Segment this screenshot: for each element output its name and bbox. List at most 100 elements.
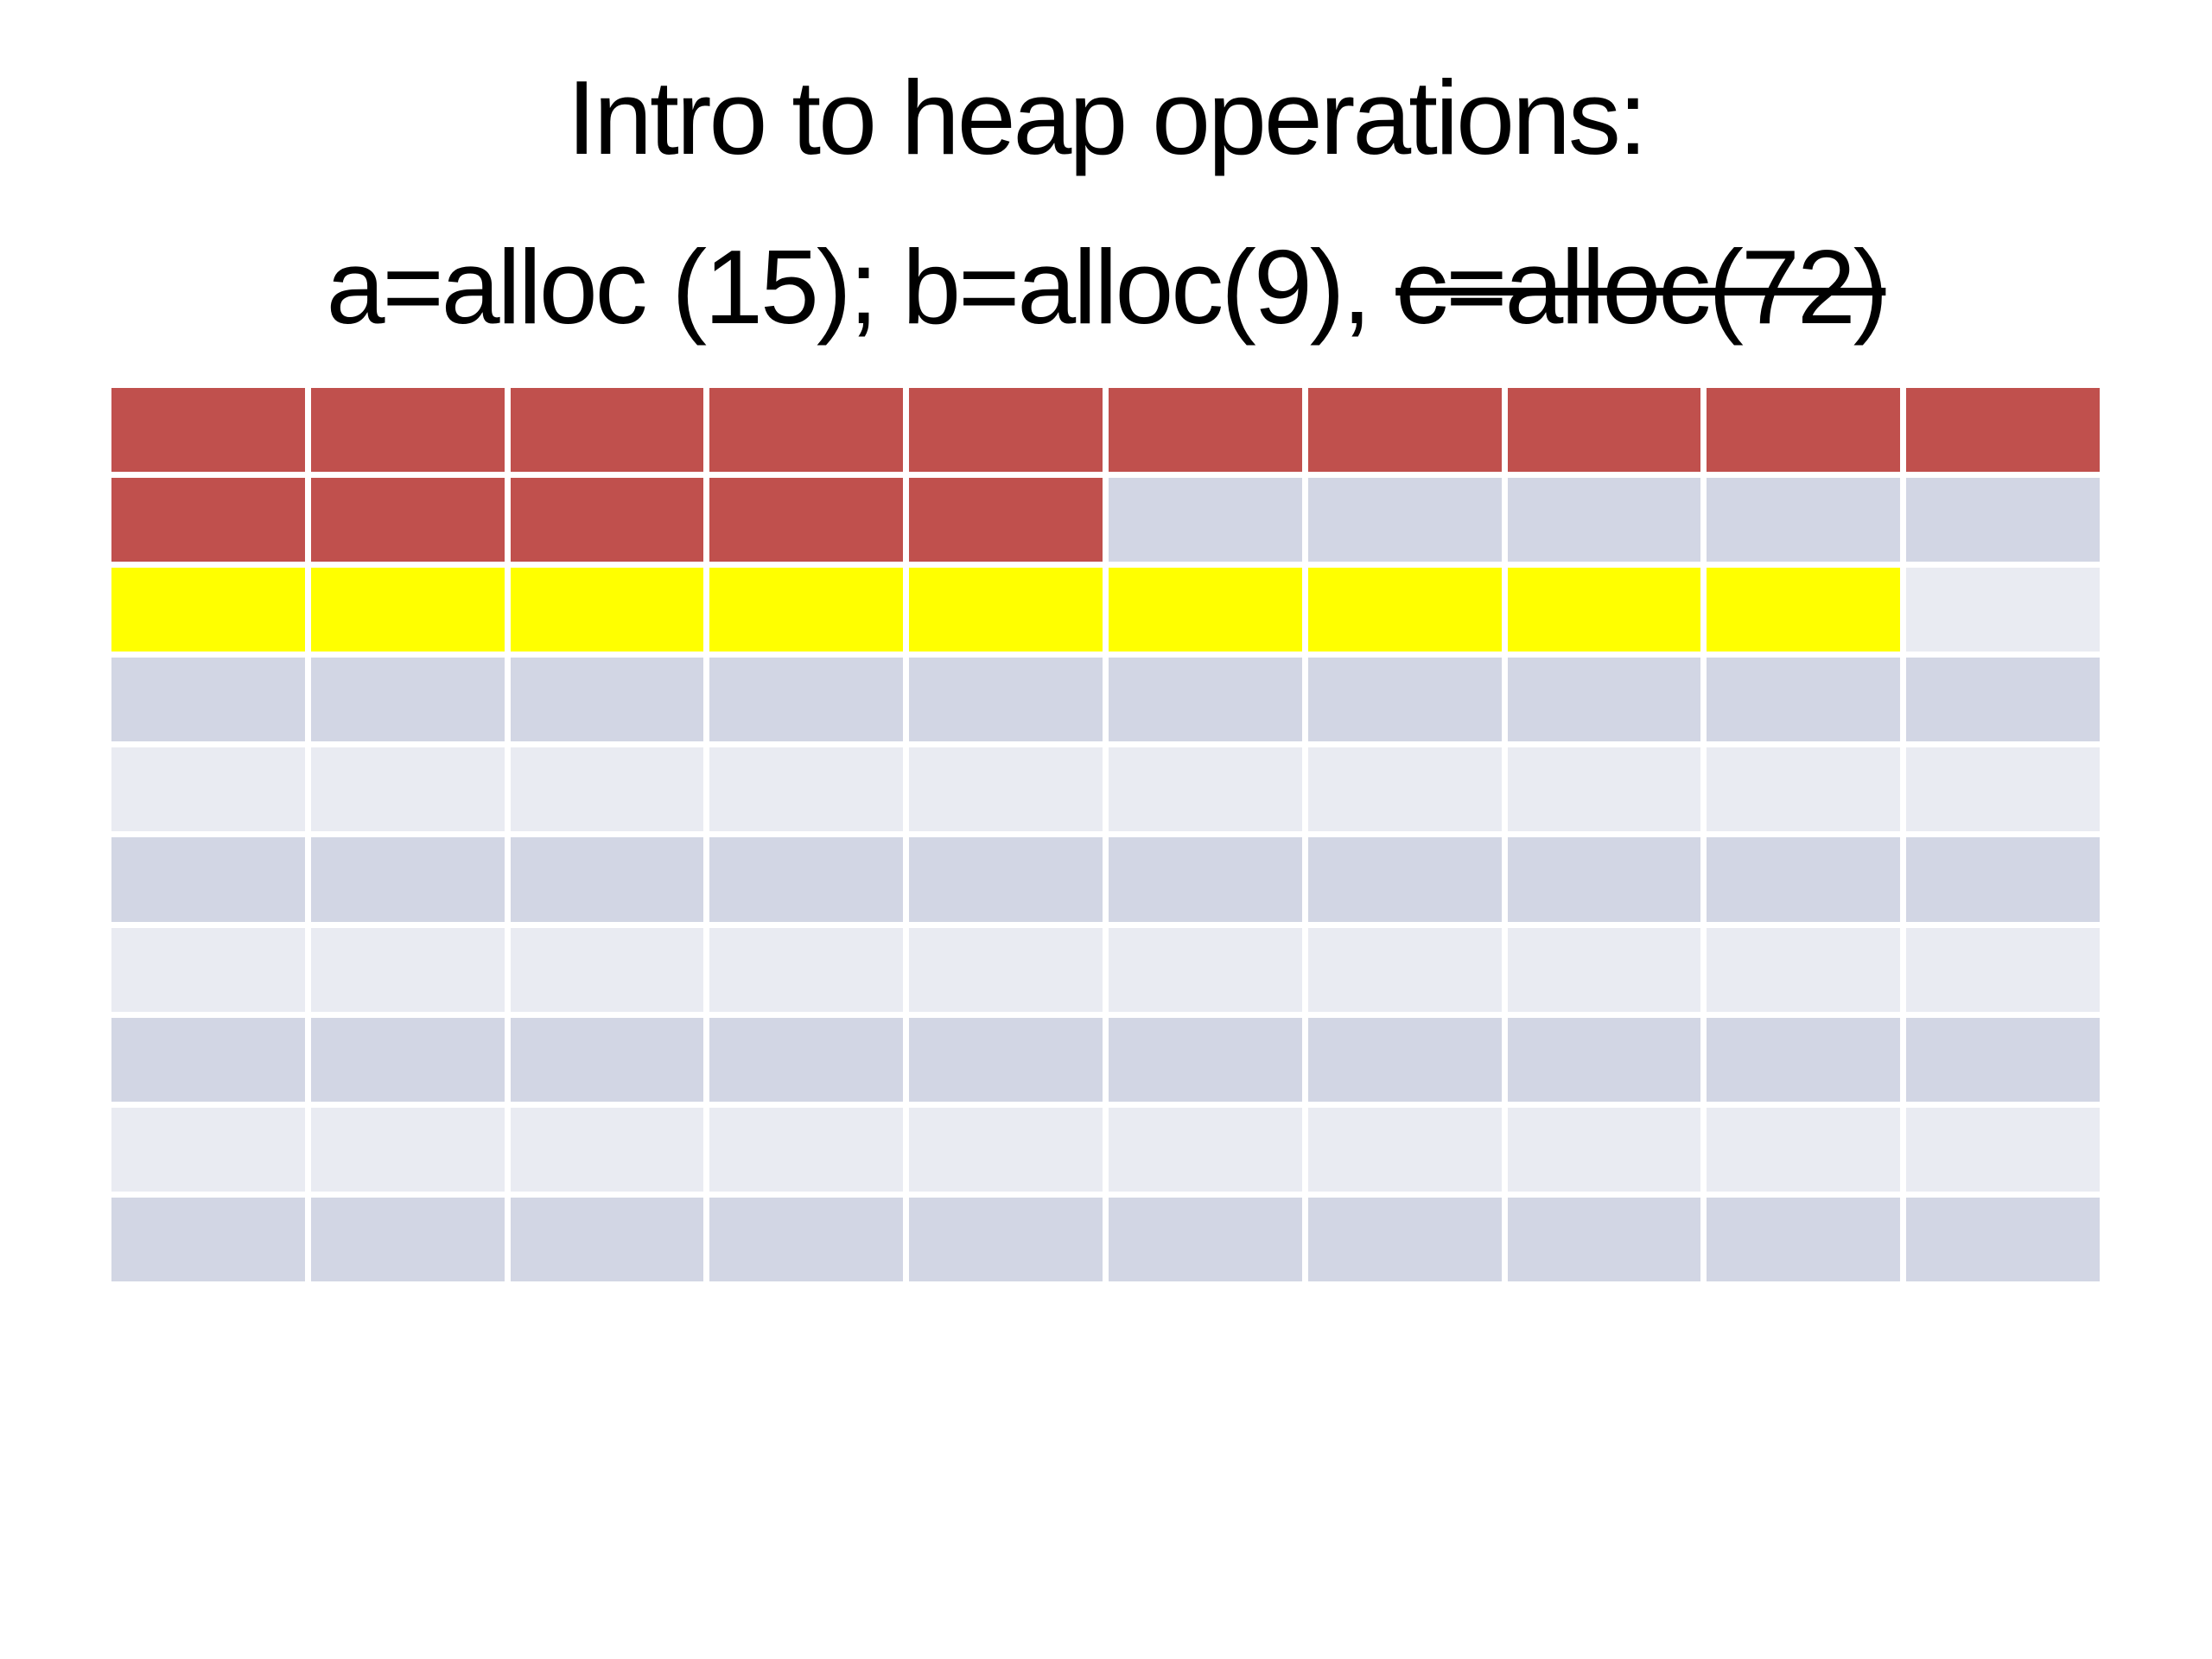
heap-cell (1507, 747, 1701, 832)
heap-cell (1906, 388, 2100, 473)
heap-cell (111, 1017, 305, 1102)
heap-cell (1707, 388, 1901, 473)
heap-cell (1507, 1107, 1701, 1192)
heap-cell (111, 927, 305, 1012)
heap-cell (1507, 927, 1701, 1012)
title-line2-struck-text: c=alloc(72) (1395, 228, 1888, 346)
heap-cell (1507, 1017, 1701, 1102)
heap-cell (909, 568, 1103, 652)
heap-cell (1109, 1017, 1302, 1102)
title-line2: a=alloc (15); b=alloc(9), c=alloc(72) (0, 202, 2212, 372)
heap-cell (909, 837, 1103, 922)
heap-cell (1906, 837, 2100, 922)
heap-cell (1307, 658, 1502, 742)
heap-cell (709, 1197, 904, 1281)
heap-cell (709, 927, 904, 1012)
heap-cell (1307, 1017, 1502, 1102)
heap-cell (1109, 478, 1302, 563)
heap-cell (1507, 568, 1701, 652)
heap-cell (909, 478, 1103, 563)
heap-cell (1707, 1107, 1901, 1192)
heap-cell (1707, 1017, 1901, 1102)
heap-cell (310, 568, 505, 652)
heap-cell (310, 837, 505, 922)
heap-cell (1109, 658, 1302, 742)
heap-cell (1906, 1017, 2100, 1102)
heap-cell (111, 478, 305, 563)
heap-cell (310, 1107, 505, 1192)
heap-cell (1906, 1197, 2100, 1281)
heap-cell (909, 658, 1103, 742)
heap-cell (111, 1197, 305, 1281)
heap-cell (510, 1197, 704, 1281)
heap-cell (709, 1017, 904, 1102)
heap-cell (1707, 837, 1901, 922)
heap-cell (1906, 747, 2100, 832)
heap-cell (1307, 1197, 1502, 1281)
heap-cell (310, 1197, 505, 1281)
heap-cell (111, 388, 305, 473)
heap-cell (709, 837, 904, 922)
heap-cell (1109, 747, 1302, 832)
heap-cell (1507, 837, 1701, 922)
heap-cell (310, 658, 505, 742)
heap-cell (510, 1017, 704, 1102)
heap-cell (1707, 747, 1901, 832)
heap-cell (1307, 837, 1502, 922)
heap-cell (1307, 927, 1502, 1012)
heap-cell (1109, 927, 1302, 1012)
heap-cell (1307, 478, 1502, 563)
title-line2-text: a=alloc (15); b=alloc(9), (326, 228, 1396, 346)
heap-cell (1906, 1107, 2100, 1192)
heap-cell (510, 388, 704, 473)
heap-cell (1307, 388, 1502, 473)
heap-cell (1906, 478, 2100, 563)
heap-cell (111, 747, 305, 832)
heap-cell (1307, 1107, 1502, 1192)
heap-cell (909, 927, 1103, 1012)
heap-cell (1109, 837, 1302, 922)
heap-cell (1906, 927, 2100, 1012)
heap-cell (909, 388, 1103, 473)
heap-cell (709, 1107, 904, 1192)
heap-cell (909, 1107, 1103, 1192)
heap-cell (510, 747, 704, 832)
heap-cell (709, 478, 904, 563)
heap-cell (1906, 658, 2100, 742)
heap-cell (310, 927, 505, 1012)
heap-cell (111, 568, 305, 652)
heap-cell (909, 1197, 1103, 1281)
heap-cell (1707, 478, 1901, 563)
heap-grid (111, 388, 2100, 1281)
heap-cell (909, 1017, 1103, 1102)
heap-cell (1307, 747, 1502, 832)
heap-cell (111, 1107, 305, 1192)
heap-cell (1707, 927, 1901, 1012)
heap-cell (310, 388, 505, 473)
heap-cell (510, 568, 704, 652)
heap-cell (310, 1017, 505, 1102)
slide-title: Intro to heap operations: a=alloc (15); … (0, 33, 2212, 372)
heap-cell (709, 747, 904, 832)
heap-cell (1707, 658, 1901, 742)
heap-cell (1707, 568, 1901, 652)
title-line1: Intro to heap operations: (567, 59, 1648, 176)
heap-cell (310, 747, 505, 832)
heap-cell (510, 837, 704, 922)
heap-cell (709, 388, 904, 473)
heap-cell (1109, 388, 1302, 473)
heap-cell (111, 658, 305, 742)
heap-cell (909, 747, 1103, 832)
heap-cell (510, 478, 704, 563)
heap-cell (1307, 568, 1502, 652)
heap-cell (310, 478, 505, 563)
heap-cell (1507, 478, 1701, 563)
heap-cell (510, 1107, 704, 1192)
heap-cell (510, 927, 704, 1012)
heap-cell (1507, 388, 1701, 473)
heap-cell (1707, 1197, 1901, 1281)
heap-cell (1507, 658, 1701, 742)
heap-cell (111, 837, 305, 922)
heap-cell (1109, 1197, 1302, 1281)
